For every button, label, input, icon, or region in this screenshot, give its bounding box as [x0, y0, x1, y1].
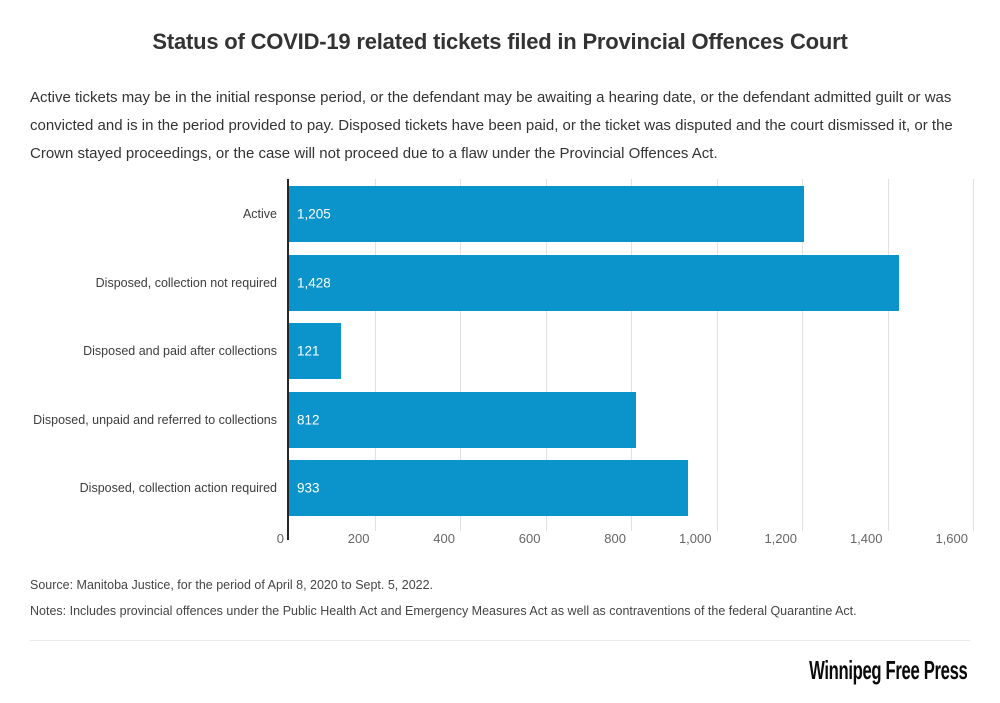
bar-value-label: 121 — [297, 343, 320, 359]
category-label: Active — [242, 207, 277, 221]
x-tick-label: 600 — [518, 531, 541, 546]
x-tick-label: 1,600 — [935, 531, 968, 546]
gridline — [802, 179, 803, 531]
bar-value-label: 812 — [297, 412, 320, 427]
publisher-logo: Winnipeg Free Press — [808, 655, 968, 685]
bar-value-label: 1,428 — [297, 275, 331, 290]
y-axis-line — [287, 179, 289, 540]
bar-value-label: 1,205 — [297, 206, 331, 222]
source-note: Source: Manitoba Justice, for the period… — [30, 578, 434, 592]
chart-description: Active tickets may be in the initial res… — [30, 89, 953, 162]
x-tick-label: 400 — [433, 531, 455, 546]
x-tick-label: 1,200 — [764, 531, 797, 546]
x-tick-label: 200 — [347, 531, 370, 546]
x-tick-label: 1,000 — [678, 531, 712, 546]
category-label: Disposed and paid after collections — [83, 344, 277, 358]
bar: 121 — [289, 323, 341, 379]
gridline — [545, 179, 547, 531]
gridline — [973, 179, 974, 531]
plot-area: 0 200 400 600 800 1,000 1,200 1,400 1,600 1,205 1,… — [277, 179, 974, 546]
bar: 1,428 — [289, 254, 900, 311]
x-tick-label: 1,400 — [849, 531, 883, 546]
footer-divider — [30, 640, 970, 641]
bar-chart: 0 200 400 600 800 1,000 1,200 1,400 1,600 1,205 1,… — [30, 179, 974, 554]
bar: 1,205 — [289, 186, 805, 242]
bar-value-label: 933 — [297, 480, 320, 496]
category-label: Disposed, unpaid and referred to collect… — [33, 412, 277, 427]
gridline — [460, 179, 461, 531]
gridline — [631, 179, 632, 531]
gridline — [716, 179, 718, 531]
x-tick-label: 0 — [276, 531, 284, 546]
gridline — [374, 179, 376, 531]
x-tick-label: 800 — [604, 531, 626, 546]
bar: 812 — [289, 391, 637, 448]
notes-note: Notes: Includes provincial offences unde… — [30, 604, 857, 618]
gridline — [887, 179, 889, 531]
category-label: Disposed, collection not required — [95, 275, 277, 290]
chart-title: Status of COVID-19 related tickets filed… — [152, 29, 848, 54]
bar: 933 — [289, 460, 688, 516]
category-label: Disposed, collection action required — [79, 481, 277, 495]
